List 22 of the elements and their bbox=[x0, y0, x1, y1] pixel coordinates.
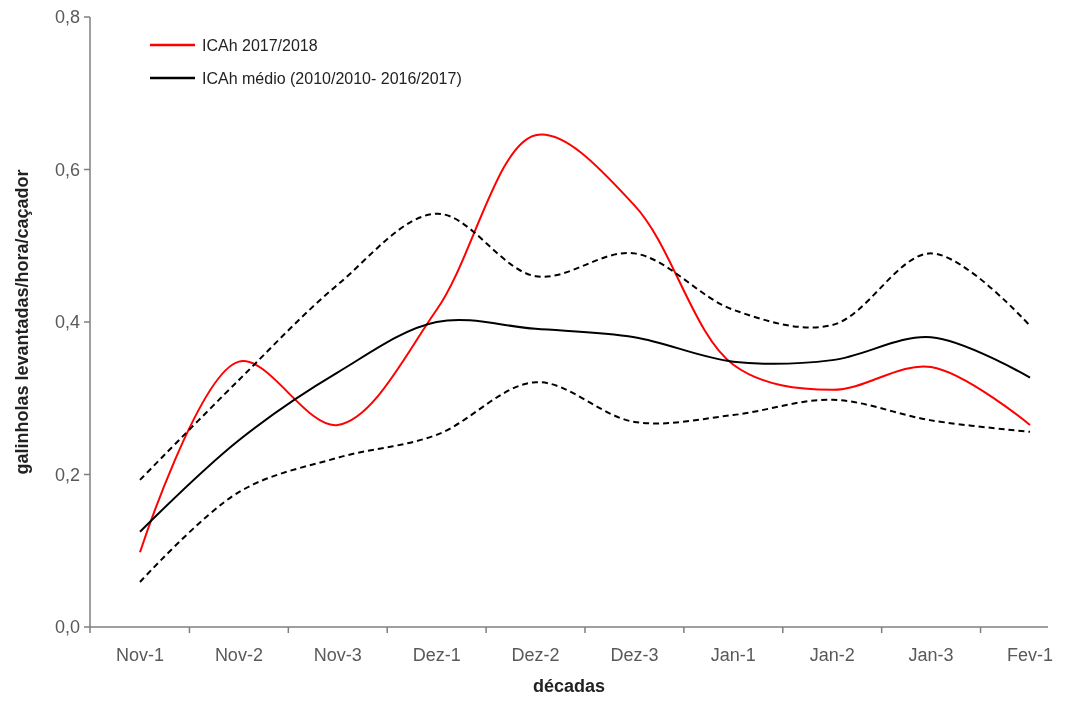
y-tick-label: 0,4 bbox=[54, 312, 80, 333]
x-tick-label: Dez-2 bbox=[511, 645, 560, 665]
y-tick-label: 0,8 bbox=[54, 7, 80, 28]
y-tick-label: 0,0 bbox=[54, 617, 80, 638]
x-tick-label: Dez-3 bbox=[610, 645, 659, 665]
x-axis-title: décadas bbox=[532, 676, 606, 696]
line-series bbox=[139, 133, 1031, 554]
x-tick-label: Nov-3 bbox=[313, 645, 362, 665]
x-tick-label: Nov-2 bbox=[214, 645, 263, 665]
legend-label: ICAh médio (2010/2010- 2016/2017) bbox=[202, 69, 462, 87]
legend-label: ICAh 2017/2018 bbox=[202, 36, 318, 54]
x-tick-label: Jan-3 bbox=[908, 645, 954, 665]
x-tick-label: Nov-1 bbox=[115, 645, 165, 665]
x-tick-label: Jan-2 bbox=[809, 645, 855, 665]
x-tick-label: Fev-1 bbox=[1006, 645, 1054, 665]
x-tick-label: Dez-1 bbox=[412, 645, 461, 665]
y-axis-title: galinholas levantadas/hora/caçador bbox=[12, 169, 32, 475]
y-tick-label: 0,2 bbox=[54, 464, 80, 485]
x-tick-label: Jan-1 bbox=[710, 645, 756, 665]
y-tick-label: 0,6 bbox=[54, 159, 80, 180]
line-series bbox=[139, 381, 1031, 584]
line-series bbox=[139, 212, 1031, 481]
